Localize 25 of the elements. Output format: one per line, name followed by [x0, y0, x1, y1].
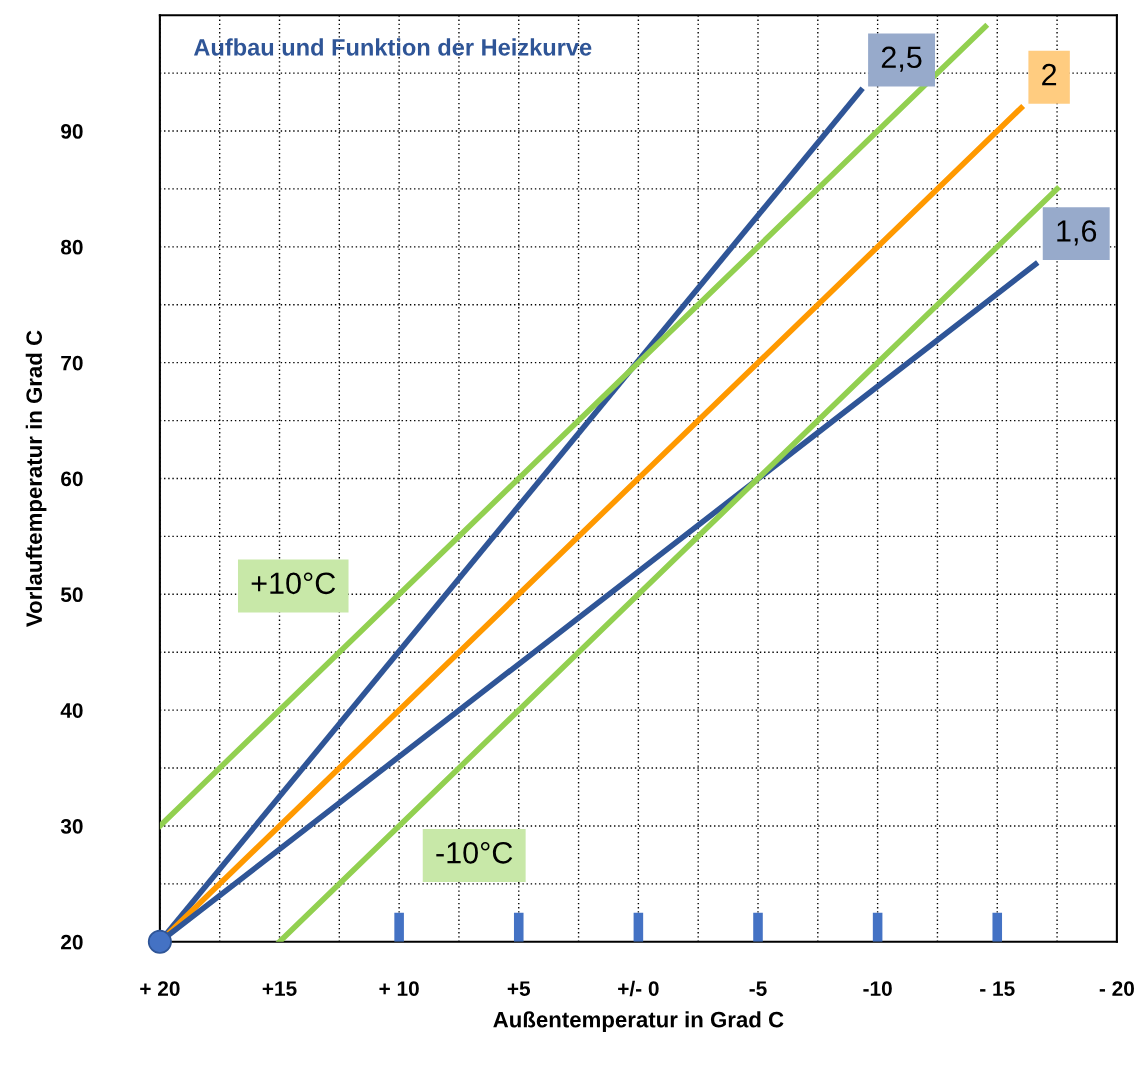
text: Aufbau und Funktion der Heizkurve [193, 38, 592, 56]
series-label: +10°C [251, 572, 336, 595]
y-tick-label: 70 [61, 355, 83, 371]
y-tick-label: 80 [60, 239, 83, 255]
x-tick-label: +/- 0 [618, 980, 659, 997]
series-label: 2,5 [881, 46, 922, 72]
series-label: -10°C [436, 842, 513, 864]
x-tick-label: -10 [863, 981, 892, 996]
x-tick-label: - 20 [1099, 981, 1134, 996]
y-tick-label: 50 [60, 587, 83, 603]
y-axis-title: Vorlauftemperatur in Grad C [25, 330, 47, 627]
y-tick-label: 30 [60, 818, 83, 834]
y-tick-label: 60 [61, 471, 83, 487]
x-tick-label: + 10 [379, 981, 419, 996]
x-tick-label: - 15 [980, 981, 1015, 996]
y-tick-label: 40 [60, 703, 83, 718]
x-tick-label: +5 [507, 981, 531, 996]
y-tick-label: 20 [61, 934, 83, 950]
series-label: 2 [1042, 63, 1057, 86]
x-tick-label: +15 [262, 981, 297, 996]
series-label: 1,6 [1057, 220, 1097, 246]
x-tick-label: -5 [749, 981, 767, 996]
y-tick-label: 90 [61, 124, 83, 139]
x-axis-title: Außentemperatur in Grad C [493, 1011, 784, 1032]
x-tick-label: + 20 [140, 981, 180, 996]
